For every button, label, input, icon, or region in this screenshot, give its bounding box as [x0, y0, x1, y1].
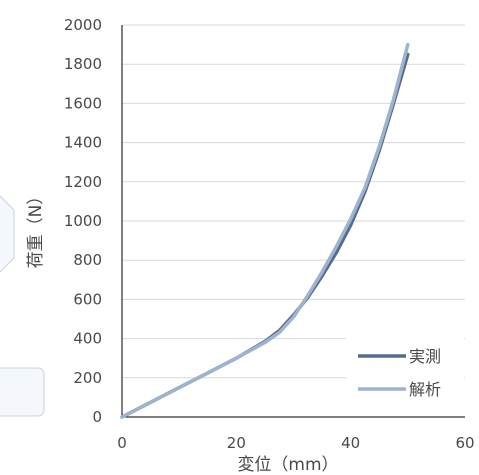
- y-tick-label: 1000: [64, 212, 102, 230]
- x-axis-tick-labels: 0 20 40 60: [117, 434, 474, 452]
- y-tick-label: 600: [73, 290, 102, 308]
- left-edge-box: [0, 367, 45, 417]
- y-tick-label: 1800: [64, 55, 102, 73]
- y-axis-tick-labels: 0 200 400 600 800 1000 1200 1400 1600 1800 2000: [64, 16, 102, 426]
- x-tick-label: 40: [341, 434, 360, 452]
- legend-label-2: 解析: [409, 380, 441, 399]
- x-tick-label: 0: [117, 434, 127, 452]
- left-edge-decoration: [0, 195, 15, 273]
- series-lines: [120, 42, 410, 419]
- legend-label-1: 実測: [409, 347, 441, 366]
- y-tick-label: 1400: [64, 134, 102, 152]
- y-axis-title: 荷重（N）: [26, 188, 46, 269]
- series-line-2: [120, 42, 410, 419]
- y-tick-label: 0: [92, 408, 102, 426]
- legend-background: [346, 336, 464, 406]
- y-tick-label: 400: [73, 330, 102, 348]
- gridlines: [122, 24, 465, 379]
- x-tick-label: 60: [455, 434, 474, 452]
- y-tick-label: 800: [73, 251, 102, 269]
- x-axis-title: 変位（mm）: [237, 455, 338, 475]
- plot-frame: [121, 25, 465, 418]
- y-tick-label: 200: [73, 369, 102, 387]
- y-tick-label: 1200: [64, 173, 102, 191]
- x-tick-label: 20: [227, 434, 246, 452]
- y-tick-label: 1600: [64, 94, 102, 112]
- y-tick-label: 2000: [64, 16, 102, 34]
